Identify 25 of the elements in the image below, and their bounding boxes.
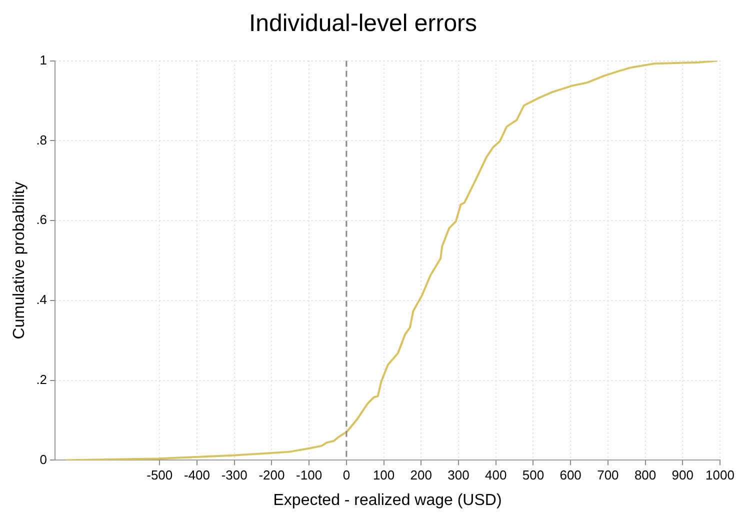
y-tick-label: .2 (36, 372, 48, 387)
x-tick-label: -200 (258, 468, 285, 483)
x-tick-label: 1000 (706, 468, 734, 483)
y-axis-title: Cumulative probability (11, 182, 28, 340)
x-tick-label: 600 (560, 468, 582, 483)
x-tick-label: 100 (372, 468, 395, 483)
y-tick-label: .6 (36, 212, 48, 228)
y-tick-label: 1 (40, 52, 48, 68)
y-tick-label: .4 (36, 292, 48, 308)
x-tick-label: -100 (296, 468, 322, 483)
x-tick-label: -500 (146, 468, 173, 483)
x-tick-label: 200 (410, 468, 432, 483)
chart-title: Individual-level errors (248, 10, 478, 38)
x-axis-title: Expected - realized wage (USD) (273, 492, 502, 509)
x-tick-label: 400 (485, 468, 507, 483)
x-tick-label: -300 (221, 468, 248, 483)
x-tick-label: 500 (522, 468, 544, 483)
x-tick-label: 700 (597, 468, 619, 483)
y-tick-label: 0 (40, 452, 48, 467)
x-tick-label: -400 (184, 468, 210, 483)
x-tick-label: 900 (672, 468, 694, 483)
x-tick-label: 800 (634, 468, 656, 483)
x-tick-label: 300 (448, 468, 470, 483)
x-tick-label: 0 (342, 468, 350, 483)
y-tick-label: .8 (36, 132, 48, 148)
